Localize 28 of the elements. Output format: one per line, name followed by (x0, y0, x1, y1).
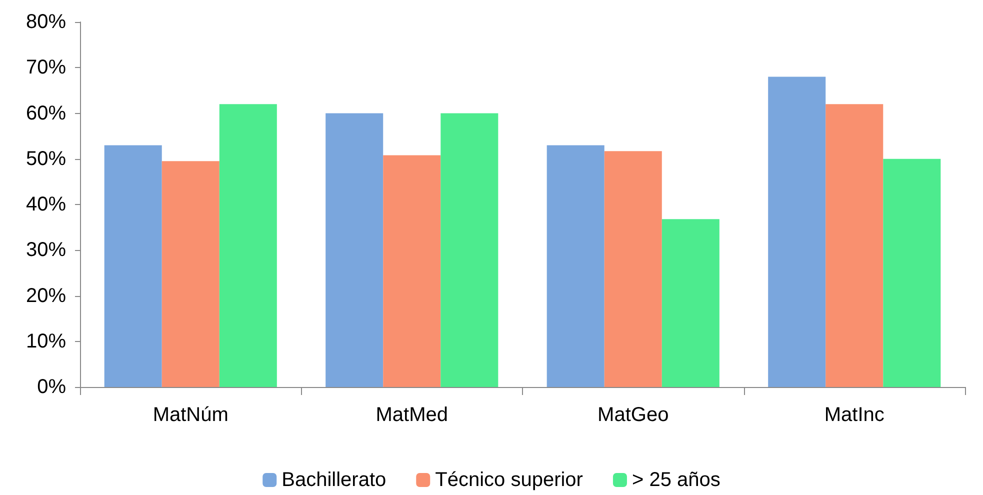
y-tick-label: 70% (26, 56, 66, 79)
y-tick-label: 50% (26, 148, 66, 170)
x-tick-label: MatInc (824, 404, 884, 426)
bar (326, 113, 384, 387)
legend-label: > 25 años (632, 469, 720, 491)
bar (883, 158, 941, 387)
legend-label: Bachillerato (282, 469, 386, 491)
bar (662, 219, 720, 387)
y-tick-label: 0% (37, 376, 66, 398)
x-tick-label: MatNúm (152, 404, 228, 426)
bar (604, 151, 662, 387)
y-tick-label: 20% (26, 284, 66, 307)
y-tick-label: 10% (26, 330, 66, 352)
bar (162, 161, 220, 387)
y-tick-label: 40% (26, 194, 66, 216)
x-tick-label: MatMed (376, 404, 448, 426)
bar (104, 145, 162, 387)
bar (768, 76, 826, 387)
bar (440, 113, 498, 387)
bar (826, 104, 884, 387)
y-tick-label: 30% (26, 239, 66, 262)
y-tick-label: 60% (26, 102, 66, 124)
bar (546, 145, 604, 387)
y-tick-label: 80% (26, 11, 66, 33)
x-tick-label: MatGeo (598, 404, 669, 426)
bar (383, 155, 441, 387)
bar (219, 104, 277, 387)
legend-label: Técnico superior (435, 469, 584, 491)
